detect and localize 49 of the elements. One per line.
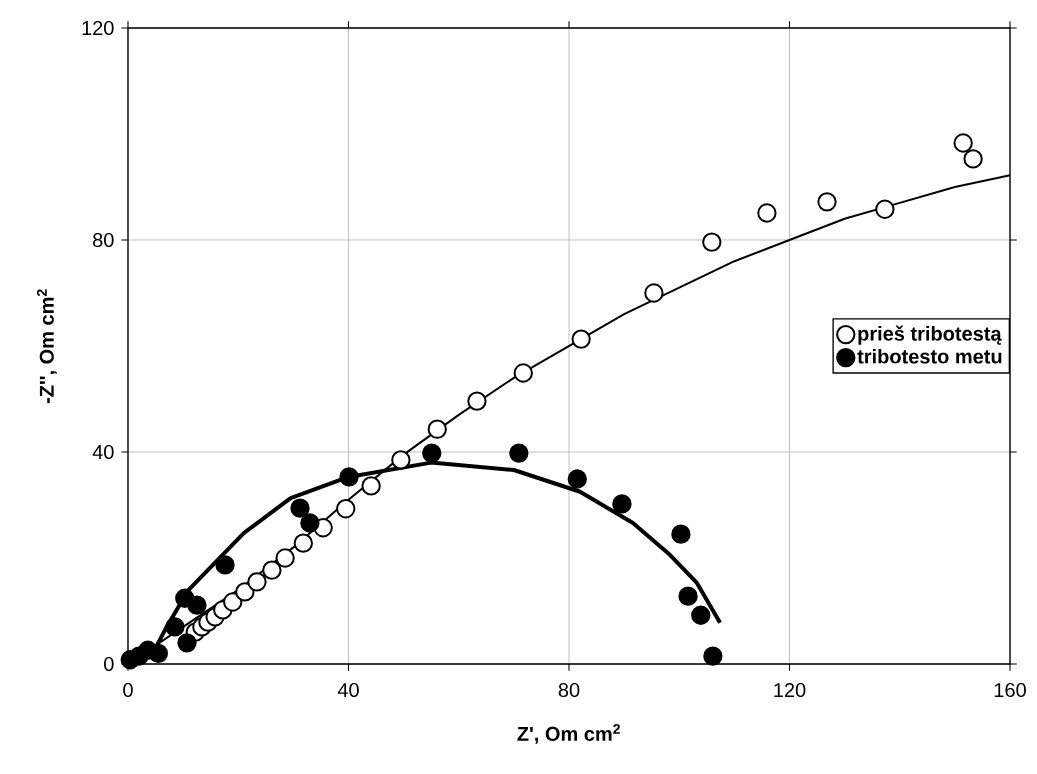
point [247,572,267,592]
y-tick-label: 0 [104,656,114,672]
point [262,560,282,580]
point [336,499,356,519]
point [678,586,698,606]
point [275,548,295,568]
point [293,533,313,553]
point [467,391,487,411]
point [223,592,243,612]
point [875,199,895,219]
y-tick-label: 120 [82,20,114,36]
point [148,643,168,664]
point [691,605,711,625]
point [215,555,235,575]
point [963,149,983,169]
x-axis-title: Z', Om cm$^{2}$ [517,724,620,744]
point [391,450,411,470]
y-axis-title: -Z'', Om cm$^{2}$ [36,289,57,404]
y-tick-label: 80 [93,232,114,248]
y-tick-label: 40 [92,444,114,460]
point [427,419,447,439]
point [422,443,442,463]
legend-label: tribotesto metu [857,348,1002,364]
point [703,646,723,666]
point [671,524,691,544]
point [290,498,310,518]
point [177,633,197,653]
point [300,513,320,533]
point [187,595,207,615]
x-tick-label: 160 [994,682,1026,698]
point [339,467,359,487]
legend-label: prieš tribotestą [858,325,1002,345]
point [757,203,777,223]
point [612,494,632,514]
point [361,476,381,496]
point [509,443,529,463]
point [567,469,587,489]
x-tick-label: 120 [774,682,806,698]
point [513,363,533,383]
x-tick-label: 0 [123,682,133,698]
point [235,582,255,602]
point [702,232,722,252]
point [817,192,837,212]
point [644,283,664,303]
point [571,329,591,349]
x-tick-label: 80 [558,682,580,698]
point [953,133,973,153]
x-tick-label: 40 [337,682,359,698]
point [165,617,185,637]
